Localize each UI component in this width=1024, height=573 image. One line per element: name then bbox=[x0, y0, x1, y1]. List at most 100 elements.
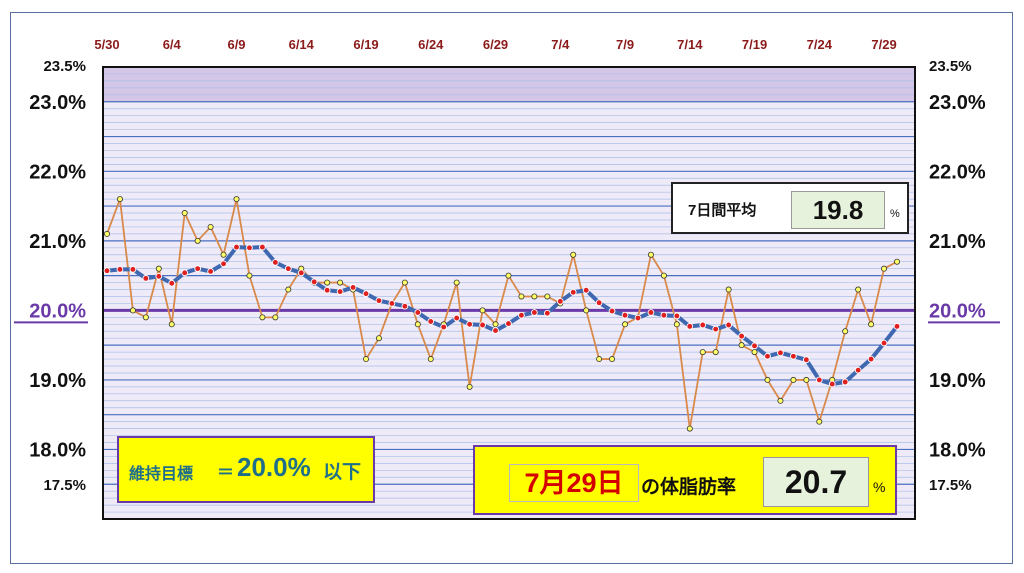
daily-point bbox=[116, 196, 123, 203]
average-point bbox=[790, 352, 797, 360]
average-point bbox=[815, 376, 823, 384]
average-point bbox=[699, 321, 707, 329]
average-point bbox=[828, 380, 836, 388]
daily-point bbox=[285, 286, 292, 293]
daily-point bbox=[207, 223, 214, 230]
daily-line bbox=[106, 198, 898, 429]
daily-point bbox=[414, 321, 421, 328]
daily-point bbox=[194, 237, 201, 244]
daily-point bbox=[479, 307, 486, 314]
average-point bbox=[194, 265, 202, 273]
goal-suffix: 以下 bbox=[323, 462, 362, 483]
average-unit: % bbox=[890, 208, 900, 220]
average-point bbox=[505, 320, 512, 327]
average-point bbox=[466, 320, 473, 328]
average-point bbox=[556, 297, 564, 305]
daily-point bbox=[168, 321, 175, 328]
daily-point bbox=[868, 321, 875, 328]
average-point bbox=[777, 349, 784, 357]
average-point bbox=[595, 299, 603, 307]
average-point bbox=[168, 279, 176, 287]
daily-point bbox=[673, 321, 680, 328]
x-tick-label: 6/9 bbox=[227, 37, 245, 52]
daily-point bbox=[894, 258, 901, 265]
average-point bbox=[492, 327, 499, 334]
daily-point bbox=[660, 272, 667, 279]
average-point bbox=[414, 309, 422, 316]
daily-point bbox=[764, 376, 771, 383]
y-tick-label-left: 23.0% bbox=[29, 92, 86, 114]
x-tick-label: 6/29 bbox=[483, 37, 508, 52]
daily-point bbox=[220, 251, 227, 258]
plot-border bbox=[102, 66, 916, 520]
upper-band bbox=[103, 67, 915, 102]
y-tick-label-left: 17.5% bbox=[43, 477, 86, 494]
y-tick-label-left: 20.0% bbox=[29, 300, 86, 322]
average-point bbox=[634, 314, 642, 322]
daily-point bbox=[686, 425, 693, 432]
daily-point bbox=[790, 376, 797, 383]
y-tick-label-right: 23.0% bbox=[929, 92, 986, 114]
daily-point bbox=[492, 321, 499, 328]
x-tick-label: 7/14 bbox=[677, 37, 703, 52]
y-tick-label-right: 21.0% bbox=[929, 231, 986, 253]
today-label: の体脂肪率 bbox=[641, 477, 737, 498]
daily-point bbox=[596, 356, 603, 363]
average-point bbox=[297, 269, 305, 277]
average-point bbox=[401, 302, 409, 310]
y-tick-label-left: 18.0% bbox=[29, 439, 86, 461]
x-tick-label: 6/4 bbox=[163, 37, 182, 52]
average-point bbox=[142, 275, 150, 282]
average-point bbox=[453, 314, 461, 322]
goal-panel: 維持目標 ＝ 20.0% 以下 bbox=[117, 436, 375, 503]
daily-point bbox=[855, 286, 862, 293]
y-tick-label-right: 17.5% bbox=[929, 477, 972, 494]
daily-point bbox=[570, 251, 577, 258]
daily-point bbox=[401, 279, 408, 286]
daily-point bbox=[246, 272, 253, 279]
average-value: 19.8 bbox=[791, 191, 885, 229]
goal-equals: ＝ bbox=[217, 463, 234, 482]
average-point bbox=[440, 323, 448, 331]
y-tick-label-right: 19.0% bbox=[929, 370, 986, 392]
average-point bbox=[569, 288, 577, 296]
daily-point bbox=[738, 342, 745, 349]
daily-point bbox=[505, 272, 512, 279]
daily-point bbox=[816, 418, 823, 425]
x-tick-label: 6/24 bbox=[418, 37, 444, 52]
average-point bbox=[518, 311, 525, 319]
average-point bbox=[725, 321, 732, 329]
average-point bbox=[608, 307, 616, 315]
average-point bbox=[479, 321, 486, 329]
y-tick-label-left: 19.0% bbox=[29, 370, 86, 392]
average-point bbox=[155, 272, 163, 280]
daily-point bbox=[609, 356, 616, 363]
x-tick-label: 7/4 bbox=[551, 37, 570, 52]
y-tick-label-right: 23.5% bbox=[929, 58, 972, 75]
y-axis-labels: 23.5% 23.0% 22.0% 21.0% 20.0% 19.0% 18.0% 17.5%… bbox=[14, 58, 1000, 494]
daily-point bbox=[272, 314, 279, 321]
average-point bbox=[233, 243, 240, 251]
y-tick-label-left: 23.5% bbox=[43, 58, 86, 75]
chart-frame bbox=[10, 12, 1013, 564]
average-point bbox=[841, 378, 849, 386]
daily-point bbox=[751, 349, 758, 356]
daily-point bbox=[725, 286, 732, 293]
average-point bbox=[388, 300, 396, 307]
y-tick-label-left: 21.0% bbox=[29, 231, 86, 253]
average-point bbox=[103, 267, 111, 275]
y-tick-label-right: 18.0% bbox=[929, 439, 986, 461]
average-point bbox=[880, 339, 888, 347]
daily-point bbox=[324, 279, 331, 286]
average-point bbox=[893, 323, 901, 330]
today-panel: 7月29日 の体脂肪率 20.7 % bbox=[473, 445, 897, 515]
x-tick-label: 7/29 bbox=[871, 37, 896, 52]
daily-point bbox=[181, 210, 188, 217]
average-point bbox=[751, 342, 758, 350]
daily-point bbox=[712, 349, 719, 356]
daily-point bbox=[544, 293, 551, 300]
daily-point bbox=[427, 356, 434, 363]
average-point bbox=[259, 243, 266, 251]
daily-point bbox=[104, 230, 111, 237]
average-point bbox=[310, 278, 318, 286]
